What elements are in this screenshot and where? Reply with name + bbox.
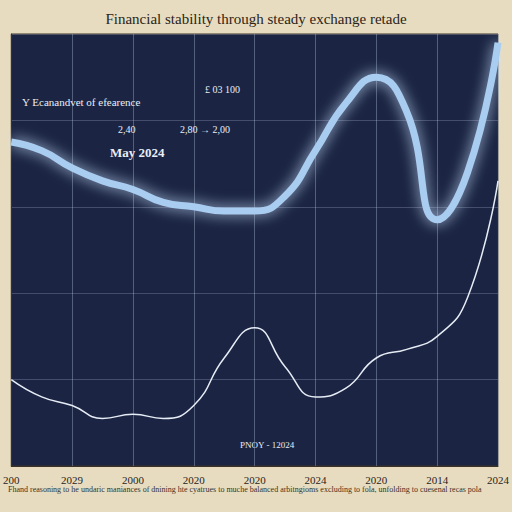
svg-text:£ 03 100: £ 03 100 bbox=[205, 84, 240, 95]
svg-text:Financial stability through st: Financial stability through steady excha… bbox=[105, 11, 406, 27]
svg-text:2024: 2024 bbox=[487, 474, 510, 486]
svg-text:2014: 2014 bbox=[426, 473, 449, 486]
svg-text:Y Ecanandvet of efearence: Y Ecanandvet of efearence bbox=[22, 96, 140, 108]
svg-text:2,80 → 2,00: 2,80 → 2,00 bbox=[180, 124, 230, 135]
svg-text:2,40: 2,40 bbox=[118, 124, 136, 135]
svg-text:PNOY - 12024: PNOY - 12024 bbox=[240, 440, 295, 450]
svg-text:2029: 2029 bbox=[61, 473, 84, 486]
svg-text:May 2024: May 2024 bbox=[110, 145, 165, 160]
svg-text:Fhand reasoning to he undaric: Fhand reasoning to he undaric maniances … bbox=[8, 485, 482, 494]
svg-text:200: 200 bbox=[3, 473, 20, 486]
svg-text:2020: 2020 bbox=[243, 473, 266, 486]
svg-text:2000: 2000 bbox=[121, 473, 144, 486]
svg-text:2020: 2020 bbox=[365, 473, 388, 486]
svg-text:2020: 2020 bbox=[182, 473, 205, 486]
svg-text:2024: 2024 bbox=[304, 473, 327, 486]
